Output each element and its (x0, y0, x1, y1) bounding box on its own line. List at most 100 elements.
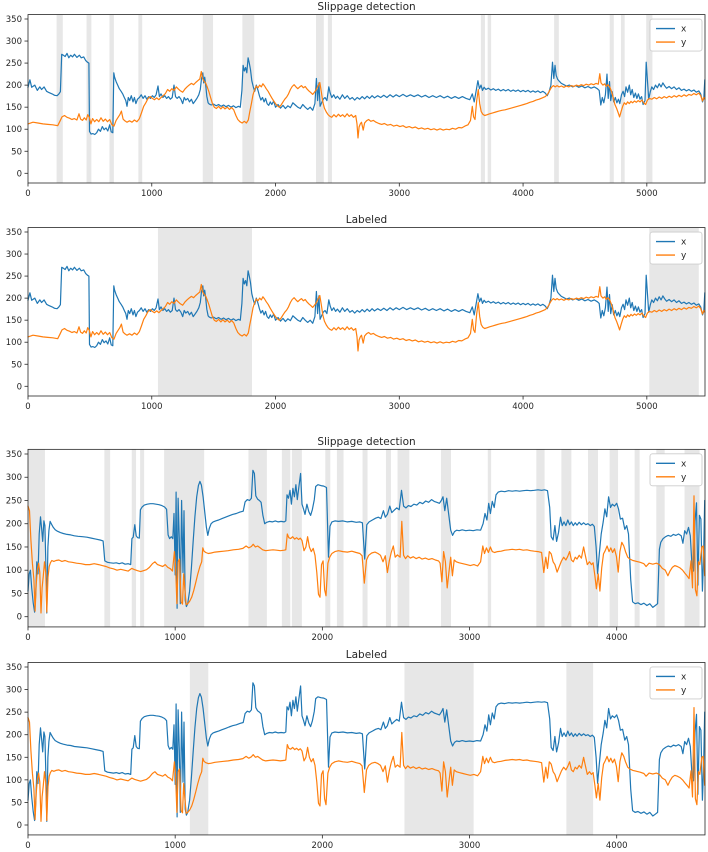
x-tick-label: 3000 (459, 633, 481, 643)
series-line-y (27, 283, 706, 352)
x-tick-label: 4000 (606, 633, 628, 643)
slippage-band (566, 662, 594, 835)
slippage-band (587, 449, 599, 627)
x-tick-label: 2000 (312, 633, 334, 643)
legend-label: x (681, 238, 687, 248)
y-tick-label: 0 (17, 821, 22, 831)
series-line-y (27, 495, 706, 614)
y-tick-label: 50 (11, 147, 22, 157)
x-tick-label: 3000 (388, 189, 410, 199)
slippage-band (362, 449, 368, 627)
slippage-band (440, 449, 451, 627)
slippage-band (248, 449, 267, 627)
plot-border (27, 662, 706, 836)
chart-title: Labeled (346, 649, 387, 661)
slippage-band (397, 449, 410, 627)
x-tick-label: 4000 (512, 189, 534, 199)
legend-box (649, 453, 703, 487)
x-tick-label: 0 (25, 633, 30, 643)
series-line-x (27, 52, 706, 136)
legend: xy (649, 666, 703, 700)
x-tick-label: 2000 (312, 841, 334, 851)
slippage-band (487, 449, 492, 627)
legend-label: y (681, 38, 687, 48)
x-tick-label: 0 (25, 402, 30, 412)
x-tick-label: 1000 (164, 841, 186, 851)
y-tick-label: 200 (6, 81, 22, 91)
legend-label: y (681, 251, 687, 261)
slippage-band (656, 449, 665, 627)
slippage-band (336, 449, 344, 627)
slippage-band (554, 14, 559, 183)
slippage-band (104, 449, 111, 627)
y-tick-label: 250 (6, 708, 22, 718)
legend-box (649, 231, 703, 265)
y-tick-label: 150 (6, 316, 22, 326)
slippage-band (131, 449, 137, 627)
series-line-x (27, 469, 706, 614)
subplot-1: 0 50 100 150 200 250 300 350 0 1000 2000 3000 4000 50… (6, 1, 706, 199)
y-tick-label: 350 (6, 450, 22, 460)
y-tick-label: 150 (6, 543, 22, 553)
series-line-y (27, 706, 706, 823)
slippage-band (634, 449, 640, 627)
y-tick-label: 250 (6, 272, 22, 282)
x-tick-label: 4000 (512, 402, 534, 412)
slippage-band (109, 14, 114, 183)
y-tick-label: 250 (6, 59, 22, 69)
legend-label: y (681, 686, 687, 696)
slippage-band (620, 14, 625, 183)
chart-title: Slippage detection (317, 1, 415, 13)
y-tick-label: 200 (6, 731, 22, 741)
y-tick-label: 50 (11, 589, 22, 599)
slippage-band (536, 449, 545, 627)
legend: xy (649, 231, 703, 265)
plot-border (27, 227, 706, 397)
slippage-band (480, 14, 485, 183)
legend-label: x (681, 459, 687, 469)
x-tick-label: 1000 (164, 633, 186, 643)
series-line-y (27, 70, 706, 139)
y-tick-label: 50 (11, 798, 22, 808)
x-tick-label: 5000 (636, 402, 658, 412)
plot-border (27, 448, 706, 628)
legend-label: x (681, 25, 687, 35)
slippage-band (281, 449, 291, 627)
y-tick-label: 300 (6, 250, 22, 260)
y-tick-label: 100 (6, 566, 22, 576)
y-tick-label: 50 (11, 360, 22, 370)
slippage-band (561, 449, 572, 627)
x-tick-label: 4000 (606, 841, 628, 851)
slippage-band (487, 14, 492, 183)
x-tick-label: 5000 (636, 189, 658, 199)
legend-label: y (681, 473, 687, 483)
x-tick-label: 0 (25, 189, 30, 199)
slippage-band (56, 14, 63, 183)
x-tick-label: 2000 (265, 402, 287, 412)
y-tick-label: 350 (6, 15, 22, 25)
legend: xy (649, 18, 703, 52)
slippage-band (138, 14, 143, 183)
y-tick-label: 100 (6, 125, 22, 135)
series-line-x (27, 265, 706, 349)
slippage-band (157, 227, 253, 396)
x-tick-label: 3000 (459, 841, 481, 851)
y-tick-label: 200 (6, 294, 22, 304)
legend-box (649, 666, 703, 700)
chart-title: Slippage detection (317, 436, 415, 448)
y-tick-label: 100 (6, 338, 22, 348)
legend: xy (649, 453, 703, 487)
plot-border (27, 14, 706, 184)
y-tick-label: 200 (6, 520, 22, 530)
x-tick-label: 1000 (141, 189, 163, 199)
subplot-4: 0 50 100 150 200 250 300 350 0 1000 2000 3000 4000 La… (6, 649, 706, 851)
subplot-3: 0 50 100 150 200 250 300 350 0 1000 2000 3000 4000 Sl… (6, 436, 706, 643)
legend-box (649, 18, 703, 52)
slippage-band (385, 449, 391, 627)
series-line-x (27, 682, 706, 823)
y-tick-label: 350 (6, 228, 22, 238)
y-tick-label: 300 (6, 473, 22, 483)
slippage-band (189, 662, 209, 835)
